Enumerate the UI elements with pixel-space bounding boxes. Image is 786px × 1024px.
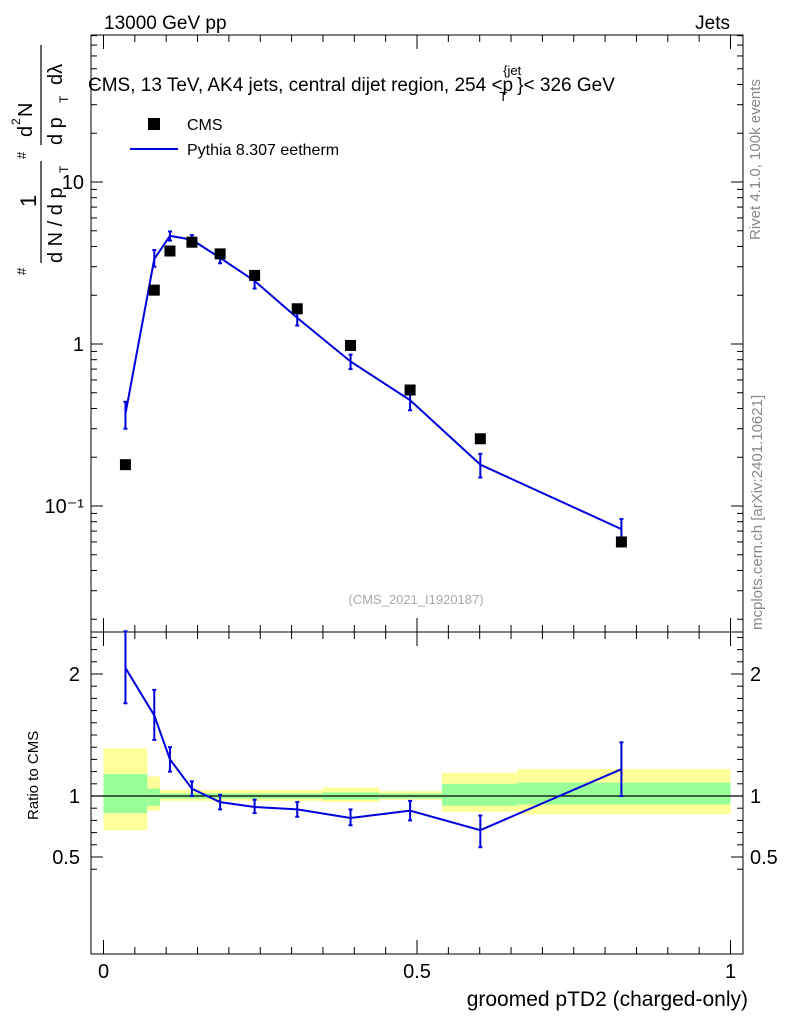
x-axis-label: groomed pTD2 (charged-only) [467, 988, 748, 1011]
cms-data-point [291, 303, 303, 315]
plot-title-main: CMS, 13 TeV, AK4 jets, central dijet reg… [88, 75, 513, 96]
ratio-y-axis-label: Ratio to CMS [25, 731, 42, 820]
plot-title-sub: T [499, 89, 507, 104]
main-y-axis-label: # 1 d N / d p T # d 2 N d p T dλ [9, 45, 71, 275]
ratio-plot-data [123, 630, 624, 849]
ylabel-sub-t-1: T [57, 165, 71, 173]
ratio-y-tick-label: 0.5 [52, 847, 80, 869]
ratio-band-inner [517, 782, 731, 805]
main-axis-ticks: 10⁻¹ 1 10 [45, 35, 743, 632]
header-left: 13000 GeV pp [104, 13, 227, 34]
cms-data-point [615, 536, 627, 548]
legend-data-marker [148, 118, 160, 130]
cms-data-point [474, 433, 486, 445]
cms-data-point [148, 284, 160, 296]
ratio-band-inner [103, 774, 148, 814]
cms-data-point [214, 248, 226, 260]
cms-data-point [164, 245, 176, 257]
ratio-axis-ticks: 0 0.5 1 0.5 0.5 1 1 2 2 [52, 632, 778, 983]
ylabel-one: 1 [16, 195, 41, 207]
ratio-y-tick-label-right: 0.5 [750, 847, 778, 869]
ratio-band-inner [442, 783, 518, 806]
ratio-x-tick-label: 0 [98, 961, 109, 983]
plot-title-end: }< 326 GeV [517, 75, 615, 96]
mcplots-label: mcplots.cern.ch [arXiv:2401.10621] [749, 395, 766, 630]
ylabel-dlambda: dλ [45, 64, 67, 85]
ylabel-sup-2: 2 [9, 118, 23, 125]
ylabel-hash-1: # [14, 267, 29, 275]
cms-data-point [119, 459, 131, 471]
ylabel-n: N [15, 103, 37, 117]
ratio-uncertainty-bands [91, 748, 743, 831]
legend-mc-label: Pythia 8.307 eetherm [187, 142, 339, 159]
cms-data-point [249, 269, 261, 281]
ratio-x-tick-label: 0.5 [403, 961, 431, 983]
analysis-watermark: (CMS_2021_I1920187) [348, 592, 483, 607]
ratio-y-tick-label: 1 [69, 786, 80, 808]
ylabel-sub-t-2: T [57, 95, 71, 103]
ratio-band-inner [147, 788, 160, 806]
main-y-tick-label: 10⁻¹ [45, 496, 85, 518]
ylabel-dp: d p [45, 117, 67, 145]
ylabel-denominator: d N / d p [45, 187, 67, 263]
main-y-tick-label: 1 [73, 334, 84, 356]
mc-line [124, 234, 622, 531]
main-plot-data [119, 230, 627, 548]
cms-data-point [404, 384, 416, 396]
main-y-tick-label: 10 [62, 172, 84, 194]
ylabel-d: d [15, 126, 37, 137]
cms-data-point [186, 236, 198, 248]
rivet-label: Rivet 4.1.0, 100k events [747, 79, 764, 240]
ratio-y-tick-label: 2 [69, 664, 80, 686]
plot-title: CMS, 13 TeV, AK4 jets, central dijet reg… [88, 63, 615, 104]
legend-data-label: CMS [187, 117, 223, 134]
plot-title-sup: {jet [503, 63, 521, 78]
ratio-y-tick-label-right: 2 [750, 664, 761, 686]
ratio-x-tick-label: 1 [725, 961, 736, 983]
header-right: Jets [695, 13, 730, 34]
ylabel-hash-2: # [14, 151, 29, 159]
ratio-y-tick-label-right: 1 [750, 786, 761, 808]
cms-data-point [345, 339, 357, 351]
